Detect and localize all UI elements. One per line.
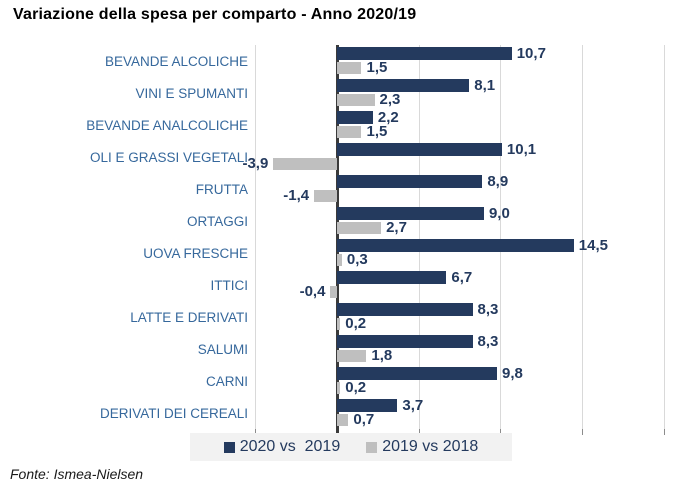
bar-2019-vs-2018 [337,382,341,394]
legend-swatch-gray-icon [366,441,378,453]
bar-2019-vs-2018 [337,126,362,138]
legend-swatch-navy-icon [223,441,235,453]
source-note: Fonte: Ismea-Nielsen [10,466,144,482]
bar-value-label: 2,2 [377,108,399,126]
bar-value-label: 6,7 [451,268,473,286]
bar-value-label: 10,7 [516,44,546,62]
axis-tick [255,429,257,435]
gridline [418,45,420,429]
bar-2020-vs-2019 [337,239,574,252]
bar-value-label: 14,5 [578,236,608,254]
legend-label: 2020 vs 2019 [239,438,341,455]
bar-value-label: 3,7 [402,396,424,414]
bar-value-label: 0,2 [345,314,367,332]
bar-2019-vs-2018 [337,350,367,362]
bar-2020-vs-2019 [337,303,473,316]
bar-value-label: 8,1 [474,76,496,94]
bar-2020-vs-2019 [337,143,502,156]
bar-2020-vs-2019 [337,79,470,92]
bar-value-label: 8,9 [487,172,509,190]
bar-value-label: 8,3 [477,300,499,318]
category-label: FRUTTA [195,181,248,197]
bar-value-label: 0,3 [346,250,368,268]
category-label: CARNI [205,373,248,389]
bar-2020-vs-2019 [337,399,398,412]
bar-value-label: -1,4 [283,186,310,204]
legend-entry-2020-vs-2019: 2020 vs 2019 [223,438,341,456]
chart-title: Variazione della spesa per comparto - An… [13,6,417,23]
category-label: OLI E GRASSI VEGETALI [89,149,248,165]
bar-2019-vs-2018 [273,158,337,170]
bar-2019-vs-2018 [314,190,337,202]
legend-entry-2019-vs-2018: 2019 vs 2018 [366,438,478,456]
bar-value-label: 10,1 [506,140,537,158]
bar-value-label: 2,7 [386,218,407,236]
gridline [581,45,583,429]
category-label: LATTE E DERIVATI [130,309,248,325]
bar-2020-vs-2019 [337,175,483,188]
gridline [500,45,502,429]
category-label: BEVANDE ALCOLICHE [104,53,248,69]
legend-label: 2019 vs 2018 [382,438,479,455]
chart-legend: 2020 vs 2019 2019 vs 2018 [190,433,512,461]
category-label: BEVANDE ANALCOLICHE [86,117,248,133]
bar-value-label: 9,8 [502,364,523,382]
bar-value-label: 0,2 [345,378,367,396]
bar-2019-vs-2018 [337,62,362,74]
gridline [663,45,665,429]
category-label: ORTAGGI [186,213,248,229]
bar-2019-vs-2018 [337,254,342,266]
bar-2019-vs-2018 [330,286,337,298]
bar-value-label: 2,3 [379,90,401,108]
bar-2019-vs-2018 [337,414,349,426]
bar-2019-vs-2018 [337,222,382,234]
gridline [255,45,257,429]
axis-tick [418,429,420,435]
bar-value-label: 8,3 [477,332,499,350]
bar-2020-vs-2019 [337,271,447,284]
bar-value-label: 1,5 [366,122,388,140]
bar-2019-vs-2018 [337,318,341,330]
bar-2020-vs-2019 [337,335,473,348]
category-label: ITTICI [210,277,249,293]
bar-value-label: 1,8 [371,346,393,364]
category-label: VINI E SPUMANTI [135,85,248,101]
bar-2020-vs-2019 [337,367,498,380]
bar-2020-vs-2019 [337,207,484,220]
bar-2019-vs-2018 [337,94,375,106]
bar-value-label: -3,9 [242,154,269,172]
bar-2020-vs-2019 [337,47,512,60]
bar-2020-vs-2019 [337,111,373,124]
category-label: SALUMI [197,341,248,357]
axis-tick [581,429,583,435]
bar-value-label: 1,5 [366,58,388,76]
bar-value-label: -0,4 [299,282,326,300]
category-label: UOVA FRESCHE [143,245,248,261]
category-label: DERIVATI DEI CEREALI [99,405,248,421]
bar-value-label: 0,7 [353,410,375,428]
axis-tick [663,429,665,435]
axis-tick [500,429,502,435]
bar-value-label: 9,0 [488,204,510,222]
